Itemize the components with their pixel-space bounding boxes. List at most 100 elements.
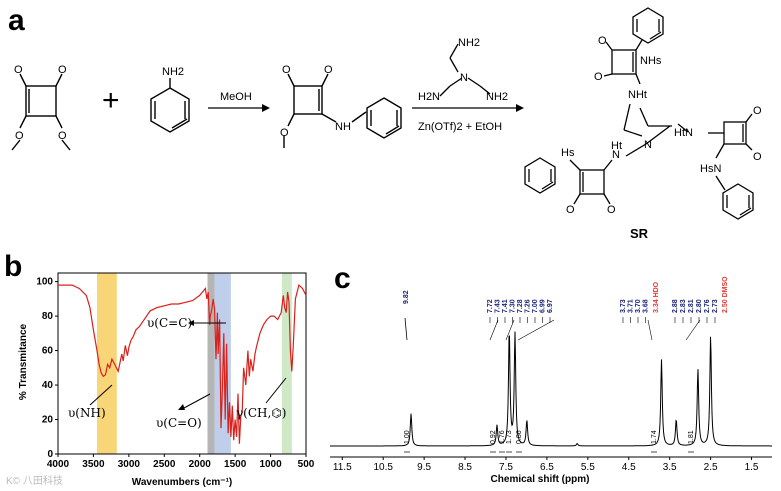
ir-annotation-cc: υ(C=C) xyxy=(147,316,192,330)
o-atom: O xyxy=(280,127,289,139)
peak-connector xyxy=(517,319,555,341)
o-atom: O xyxy=(753,151,762,163)
annotation-pointer xyxy=(265,377,287,404)
arrow-head xyxy=(178,404,185,410)
ir-y-tick-label: 60 xyxy=(42,346,54,357)
aniline xyxy=(150,78,190,133)
ir-x-tick-label: 3000 xyxy=(118,459,141,470)
nh2-label: NH2 xyxy=(162,66,184,78)
o-atom: O xyxy=(282,64,291,76)
n-atom: N xyxy=(460,72,468,84)
nmr-peak-labels-aromatic: 7.72 7.43 7.41 7.30 7.28 7.26 7.00 6.99 6.97 xyxy=(487,299,554,323)
ir-y-tick-label: 80 xyxy=(42,311,54,322)
peak-label: 7.43 xyxy=(495,299,502,313)
peak-label: 7.00 xyxy=(532,299,539,313)
ir-x-tick-label: 500 xyxy=(298,459,315,470)
integral-value: 1.81 xyxy=(688,430,695,444)
peak-label-hdo: 3.34 HDO xyxy=(653,281,660,313)
hs-label: Hs xyxy=(561,147,575,159)
nmr-x-tick-label: 11.5 xyxy=(333,462,352,473)
ir-y-tick-label: 40 xyxy=(42,380,54,391)
squarate-ester xyxy=(11,73,71,151)
peak-label: 2.73 xyxy=(712,299,719,313)
peak-label: 3.68 xyxy=(643,299,650,313)
o-atom: O xyxy=(15,130,24,142)
ir-x-tick-label: 1000 xyxy=(259,459,282,470)
h2n-label: H2N xyxy=(418,91,440,103)
o-atom: O xyxy=(598,35,607,47)
nmr-x-tick-label: 2.5 xyxy=(704,462,718,473)
conditions-label: Zn(OTf)2 + EtOH xyxy=(418,121,502,133)
peak-label: 7.26 xyxy=(525,299,532,313)
nmr-x-tick-label: 9.5 xyxy=(417,462,431,473)
integral-value: 1.00 xyxy=(404,430,411,444)
product-name: SR xyxy=(630,226,649,241)
ir-y-tick-label: 100 xyxy=(36,277,53,288)
ir-x-tick-label: 2000 xyxy=(189,459,212,470)
nh2-label: NH2 xyxy=(458,37,480,49)
panel-label-a: a xyxy=(8,4,25,37)
peak-label: 3.70 xyxy=(635,299,642,313)
ir-annotation-nh: υ(NH) xyxy=(68,406,106,420)
peak-label: 6.97 xyxy=(547,299,554,313)
arrow-head xyxy=(262,104,270,112)
peak-label: 3.73 xyxy=(620,299,627,313)
o-atom: O xyxy=(753,105,762,117)
meoh-label: MeOH xyxy=(220,91,252,103)
ir-y-tick-label: 20 xyxy=(42,415,54,426)
ir-x-tick-label: 4000 xyxy=(47,459,70,470)
peak-label: 2.80 xyxy=(696,299,703,313)
o-atom: O xyxy=(566,204,575,216)
ir-x-tick-label: 3500 xyxy=(82,459,105,470)
htn-label: HtN xyxy=(674,127,693,139)
nmr-x-tick-label: 4.5 xyxy=(622,462,636,473)
nh2-label: NH2 xyxy=(486,91,508,103)
peak-connector xyxy=(647,319,653,341)
nmr-x-tick-label: 7.5 xyxy=(499,462,513,473)
n-atom: N xyxy=(612,149,620,161)
nmr-spectrum-line xyxy=(330,331,772,447)
sr-product xyxy=(524,7,754,220)
peak-label: 2.83 xyxy=(680,299,687,313)
hsn-label: HsN xyxy=(700,163,721,175)
o-atom: O xyxy=(594,71,603,83)
annotation-pointer xyxy=(89,384,113,406)
o-atom: O xyxy=(324,64,333,76)
o-atom: O xyxy=(14,64,23,76)
peak-label: 2.81 xyxy=(688,299,695,313)
peak-label: 7.28 xyxy=(517,299,524,313)
nmr-chart: 11.5 10.5 9.5 8.5 7.5 6.5 5.5 4.5 3.5 2.5 1.5 Chem… xyxy=(330,276,772,485)
integral-value: 1.76 xyxy=(499,430,506,444)
nht-label: NHt xyxy=(628,89,647,101)
peak-label: 3.71 xyxy=(628,299,635,313)
ir-x-axis-label: Wavenumbers (cm⁻¹) xyxy=(132,477,232,488)
annotation-pointer xyxy=(183,393,211,409)
peak-label: 2.88 xyxy=(672,299,679,313)
ir-series-line xyxy=(58,283,307,444)
integral-value: 0.92 xyxy=(490,430,497,444)
tren xyxy=(439,43,491,97)
nmr-x-tick-label: 6.5 xyxy=(540,462,554,473)
n-atom: N xyxy=(644,139,652,151)
ir-annotation-co: υ(C=O) xyxy=(156,416,202,430)
ir-y-tick-label: 0 xyxy=(47,449,53,460)
peak-label: 2.76 xyxy=(704,299,711,313)
nmr-peak-labels-left: 9.82 xyxy=(403,290,410,341)
nmr-integrals: 1.00 0.92 1.76 1.73 0.86 1.74 1.81 xyxy=(404,430,695,453)
nmr-x-axis-label: Chemical shift (ppm) xyxy=(491,474,590,485)
peak-label: 7.41 xyxy=(502,299,509,313)
ir-x-tick-label: 1500 xyxy=(224,459,247,470)
peak-label: 7.72 xyxy=(487,299,494,313)
nmr-x-tick-label: 5.5 xyxy=(581,462,595,473)
nmr-x-tick-label: 8.5 xyxy=(458,462,472,473)
peak-label: 6.99 xyxy=(540,299,547,313)
nmr-peak-labels-methylene: 3.73 3.71 3.70 3.68 3.34 HDO xyxy=(620,281,660,323)
panel-label-c: c xyxy=(334,262,351,295)
o-atom: O xyxy=(58,130,67,142)
peak-label: 9.82 xyxy=(403,290,410,304)
nmr-peak-labels-aliphatic: 2.88 2.83 2.81 2.80 2.76 2.73 2.50 DMSO xyxy=(489,276,729,341)
ir-highlight-band xyxy=(281,273,292,454)
integral-value: 0.86 xyxy=(516,430,523,444)
peak-label: 7.30 xyxy=(510,299,517,313)
o-atom: O xyxy=(58,64,67,76)
